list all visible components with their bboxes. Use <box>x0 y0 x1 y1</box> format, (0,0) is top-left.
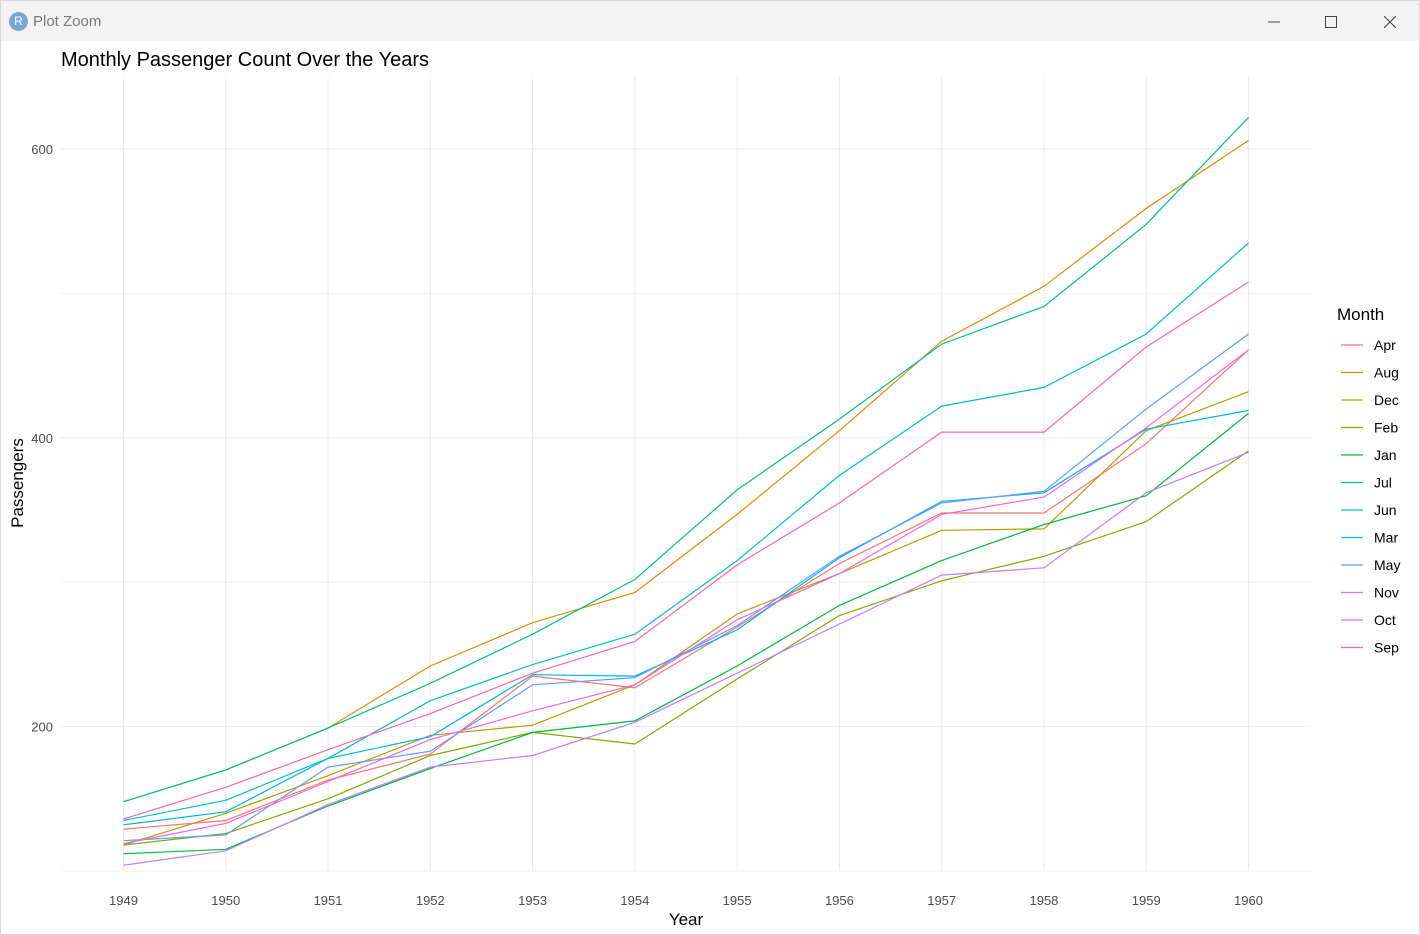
legend-label-apr: Apr <box>1374 337 1396 353</box>
chart-title: Monthly Passenger Count Over the Years <box>61 49 429 71</box>
y-axis-ticks: 200 400 600 <box>31 142 53 734</box>
x-tick-label: 1960 <box>1234 893 1263 908</box>
series-line-apr <box>123 349 1249 830</box>
close-icon <box>1384 16 1396 28</box>
x-tick-label: 1955 <box>723 893 752 908</box>
x-tick-label: 1957 <box>927 893 956 908</box>
window-title: Plot Zoom <box>33 13 102 30</box>
y-axis-label: Passengers <box>8 438 27 528</box>
x-tick-label: 1949 <box>109 893 138 908</box>
series-line-dec <box>123 391 1249 846</box>
series-line-nov <box>123 451 1249 866</box>
series-line-oct <box>123 349 1249 845</box>
legend-label-dec: Dec <box>1374 392 1399 408</box>
series-line-jan <box>123 412 1249 855</box>
series-line-jun <box>123 242 1249 822</box>
x-tick-label: 1952 <box>416 893 445 908</box>
series-line-sep <box>123 281 1249 820</box>
legend-label-jun: Jun <box>1374 502 1397 518</box>
legend-label-sep: Sep <box>1374 640 1399 656</box>
minimize-button[interactable] <box>1251 7 1297 37</box>
legend-title: Month <box>1337 305 1384 324</box>
legend-label-mar: Mar <box>1374 530 1398 546</box>
series-line-may <box>123 333 1249 842</box>
legend-label-feb: Feb <box>1374 420 1398 436</box>
line-chart: Monthly Passenger Count Over the Years 1… <box>8 49 1400 929</box>
x-tick-label: 1958 <box>1029 893 1058 908</box>
x-tick-label: 1956 <box>825 893 854 908</box>
series-line-feb <box>123 450 1249 846</box>
legend-label-oct: Oct <box>1374 612 1396 628</box>
minimize-icon <box>1268 21 1280 23</box>
close-button[interactable] <box>1367 7 1413 37</box>
y-tick-label: 600 <box>31 142 53 157</box>
maximize-icon <box>1325 16 1337 28</box>
legend-label-aug: Aug <box>1374 365 1399 381</box>
x-tick-label: 1954 <box>620 893 649 908</box>
y-tick-label: 400 <box>31 431 53 446</box>
series-line-jul <box>123 116 1249 803</box>
r-app-icon: R <box>9 12 28 31</box>
series-lines <box>123 116 1249 866</box>
x-tick-label: 1950 <box>211 893 240 908</box>
x-tick-label: 1959 <box>1132 893 1161 908</box>
grid <box>61 77 1311 872</box>
x-tick-label: 1951 <box>314 893 343 908</box>
legend: Month Apr Aug Dec Feb Jan Jul Jun Mar May Nov Oct S… <box>1337 305 1400 656</box>
y-tick-label: 200 <box>31 720 53 735</box>
x-axis-label: Year <box>669 910 704 929</box>
legend-label-may: May <box>1374 557 1400 573</box>
legend-label-jan: Jan <box>1374 447 1397 463</box>
legend-label-nov: Nov <box>1374 585 1399 601</box>
x-tick-label: 1953 <box>518 893 547 908</box>
x-axis-ticks: 1949 1950 1951 1952 1953 1954 1955 1956 1957 1958… <box>109 893 1263 908</box>
maximize-button[interactable] <box>1308 7 1354 37</box>
title-bar[interactable]: R Plot Zoom <box>1 1 1419 41</box>
legend-label-jul: Jul <box>1374 475 1392 491</box>
